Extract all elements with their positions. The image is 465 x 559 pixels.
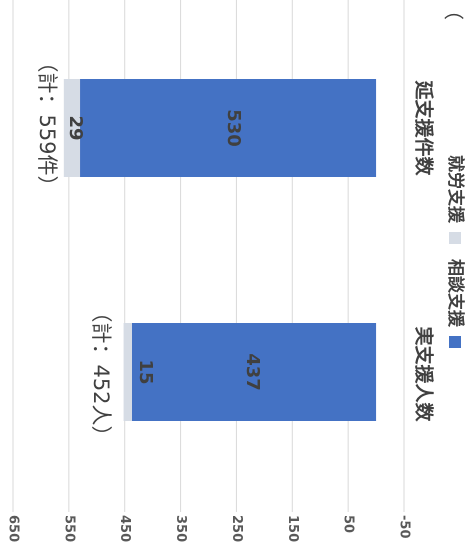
- legend-label-0: 相談支援: [445, 259, 465, 328]
- legend-swatch-1: [449, 232, 461, 244]
- tick-label-2: 150: [285, 515, 300, 542]
- category-label-1: 延支援件数: [413, 79, 436, 176]
- bar-0-1: [124, 323, 132, 421]
- total-label-0: （計：452人）: [89, 301, 113, 446]
- tick-label-4: 350: [173, 515, 188, 542]
- tick-label-7: 650: [6, 515, 21, 542]
- tick-label-1: 50: [341, 515, 356, 533]
- data-label-0-1: 15: [135, 359, 156, 384]
- legend-label-1: 就労支援: [445, 155, 465, 224]
- data-label-1-0: 530: [223, 109, 244, 147]
- tick-label-3: 250: [229, 515, 244, 542]
- total-label-1: （計：559件）: [35, 51, 59, 196]
- tick-label-6: 550: [61, 515, 76, 542]
- corner-fragment: （: [442, 0, 465, 20]
- legend-swatch-0: [449, 336, 461, 348]
- data-label-0-0: 437: [242, 353, 263, 391]
- data-label-1-1: 29: [65, 115, 86, 140]
- tick-label-0: -50: [397, 515, 412, 539]
- category-label-0: 実支援人数: [413, 326, 436, 422]
- tick-label-5: 450: [117, 515, 132, 542]
